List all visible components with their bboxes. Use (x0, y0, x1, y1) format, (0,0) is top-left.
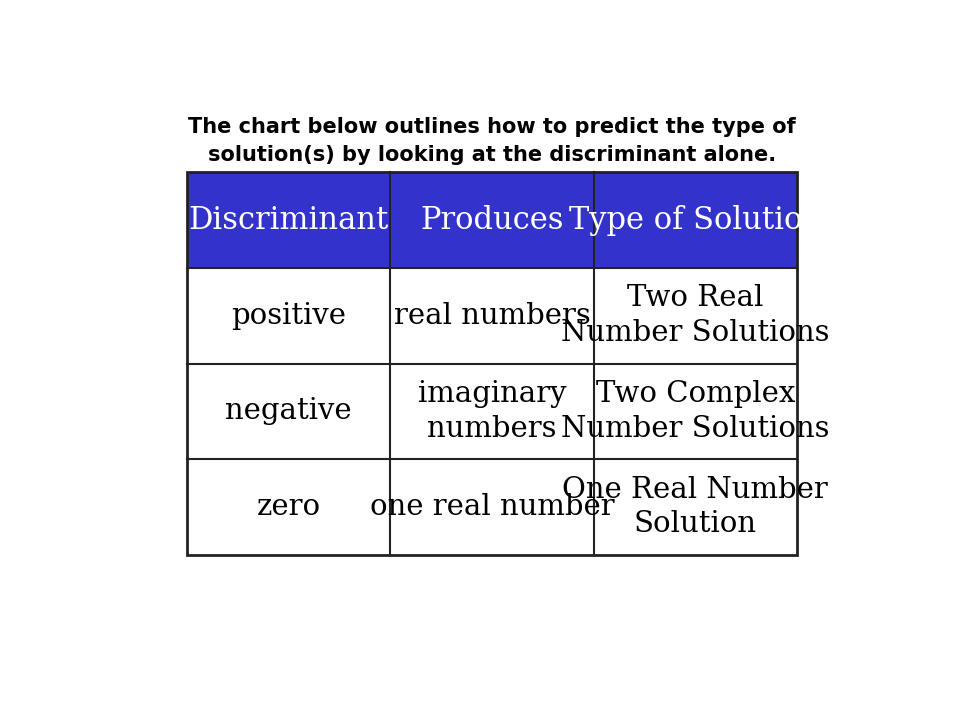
Text: One Real Number
Solution: One Real Number Solution (563, 476, 828, 539)
Text: one real number: one real number (370, 493, 614, 521)
Bar (187, 172, 797, 268)
Text: Produces: Produces (420, 204, 564, 235)
Text: negative: negative (226, 397, 352, 426)
Text: real numbers: real numbers (394, 302, 590, 330)
Text: Two Complex
Number Solutions: Two Complex Number Solutions (561, 380, 829, 443)
Text: The chart below outlines how to predict the type of
solution(s) by looking at th: The chart below outlines how to predict … (188, 117, 796, 165)
Text: positive: positive (231, 302, 347, 330)
Text: zero: zero (256, 493, 321, 521)
Text: Two Real
Number Solutions: Two Real Number Solutions (561, 284, 829, 347)
Text: Discriminant: Discriminant (188, 204, 389, 235)
Text: imaginary
numbers: imaginary numbers (418, 380, 566, 443)
Text: Type of Solution: Type of Solution (568, 204, 822, 235)
Bar (187, 172, 797, 555)
